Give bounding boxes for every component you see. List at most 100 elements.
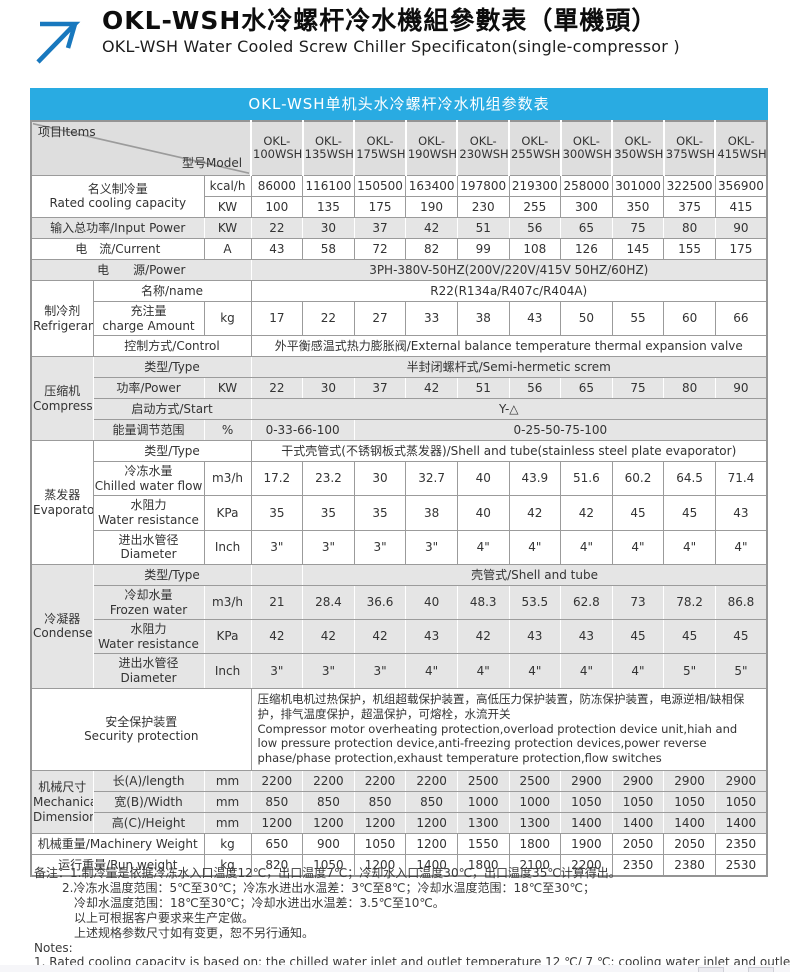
- value-cell: 2900: [714, 770, 768, 793]
- row-label: 宽(B)/Width: [92, 791, 205, 814]
- value-cell: 56: [508, 216, 562, 239]
- value-cell: 2200: [560, 854, 613, 877]
- value-cell: 1050: [611, 791, 665, 814]
- value-cell: 73: [611, 584, 665, 621]
- unit-cell: KPa: [203, 495, 252, 531]
- row-label: 冷冻水量 Chilled water flow: [92, 461, 205, 497]
- page-bottom-strip: [0, 965, 790, 972]
- value-cell: 22: [250, 216, 304, 239]
- value-cell: 145: [611, 237, 665, 260]
- value-cell: 0-25-50-75-100: [353, 419, 768, 442]
- model-column-header: OKL-100WSH: [250, 120, 304, 176]
- value-cell: 150500: [353, 174, 407, 197]
- value-cell: R22(R134a/R407c/R404A): [250, 279, 768, 302]
- row-label: 安全保护装置 Security protection: [30, 687, 252, 772]
- value-cell: 43: [405, 619, 458, 655]
- brand-arrow-logo-icon: [28, 10, 92, 68]
- value-cell: 1050: [353, 833, 407, 856]
- value-cell: 51: [456, 377, 510, 400]
- value-cell: 3PH-380V-50HZ(200V/220V/415V 50HZ/60HZ): [250, 258, 768, 281]
- value-cell: 1050: [560, 791, 613, 814]
- unit-cell: KW: [203, 377, 252, 400]
- value-cell: 2380: [663, 854, 716, 877]
- page-subtitle: OKL-WSH Water Cooled Screw Chiller Speci…: [102, 37, 680, 56]
- value-cell: 4": [611, 653, 665, 689]
- value-cell: 42: [405, 377, 458, 400]
- note-line: 以上可根据客户要求来生产定做。: [74, 910, 255, 925]
- value-cell: 3": [250, 529, 304, 565]
- value-cell: 1400: [560, 812, 613, 835]
- spec-row: 冷冻水量 Chilled water flow m3/h 17.2 23.2 30 32.…: [31, 461, 768, 497]
- value-cell: 28.4: [302, 584, 355, 621]
- value-cell: 42: [560, 495, 613, 531]
- value-cell: 干式壳管式(不锈钢板式蒸发器)/Shell and tube(stainless…: [250, 440, 768, 463]
- spec-row: 压缩机 Compressor类型/Type半封闭螺杆式/Semi-hermeti…: [30, 356, 768, 442]
- value-cell: 压缩机电机过热保护，机组超载保护装置，高低压力保护装置，防冻保护装置，电源逆相/…: [250, 687, 768, 772]
- value-cell: 壳管式/Shell and tube: [302, 563, 768, 586]
- page-title: OKL-WSH水冷螺杆冷水機組參數表（單機頭）: [102, 6, 658, 35]
- value-cell: 255: [508, 195, 562, 218]
- value-cell: 30: [302, 377, 355, 400]
- value-cell: 37: [353, 377, 407, 400]
- value-cell: 64.5: [663, 461, 716, 497]
- spec-row: 机械尺寸 Mechanical Dimensions长(A)/lengthmm2…: [30, 770, 768, 835]
- value-cell: 38: [456, 300, 510, 337]
- value-cell: 90: [714, 377, 768, 400]
- value-cell: 3": [302, 529, 355, 565]
- value-cell: 2350: [611, 854, 665, 877]
- value-cell: 2530: [714, 854, 768, 877]
- value-cell: 30: [353, 461, 407, 497]
- value-cell: 80: [663, 377, 716, 400]
- value-cell: 50: [560, 300, 613, 337]
- value-cell: 80: [663, 216, 716, 239]
- row-label: 机械重量/Machinery Weight: [30, 833, 205, 856]
- value-cell: [250, 563, 304, 586]
- value-cell: 75: [611, 216, 665, 239]
- value-cell: 48.3: [456, 584, 510, 621]
- value-cell: 2200: [353, 770, 407, 793]
- section-label: 冷凝器 Condenser: [30, 563, 94, 689]
- value-cell: 75: [611, 377, 665, 400]
- value-cell: 356900: [714, 174, 768, 197]
- value-cell: 45: [611, 619, 665, 655]
- value-cell: 116100: [302, 174, 355, 197]
- value-cell: 90: [714, 216, 768, 239]
- value-cell: 45: [663, 495, 716, 531]
- value-cell: 1800: [508, 833, 562, 856]
- value-cell: 1400: [663, 812, 716, 835]
- row-label: 冷却水量 Frozen water: [92, 584, 205, 621]
- value-cell: 1400: [405, 854, 458, 877]
- value-cell: 163400: [405, 174, 458, 197]
- page-header: OKL-WSH水冷螺杆冷水機組參數表（單機頭） OKL-WSH Water Co…: [28, 6, 680, 68]
- value-cell: 2050: [663, 833, 716, 856]
- spec-row: 电 流/Current A 43 58 72 82 99 108 126 145 155 175: [30, 237, 768, 260]
- value-cell: 43.9: [508, 461, 562, 497]
- value-cell: 175: [714, 237, 768, 260]
- row-label: 长(A)/length: [92, 770, 205, 793]
- value-cell: 1050: [663, 791, 716, 814]
- value-cell: 2900: [560, 770, 613, 793]
- value-cell: 108: [508, 237, 562, 260]
- value-cell: 82: [405, 237, 458, 260]
- cut-off-ui-artifact: [698, 967, 724, 972]
- value-cell: 1200: [405, 833, 458, 856]
- model-header-label: 型号Model: [182, 156, 243, 171]
- model-column-header: OKL-350WSH: [611, 120, 665, 176]
- items-model-diagonal-header: 项目Items 型号Model: [29, 120, 253, 176]
- row-label: 功率/Power: [92, 377, 205, 400]
- value-cell: 1050: [302, 854, 355, 877]
- title-block: OKL-WSH水冷螺杆冷水機組參數表（單機頭） OKL-WSH Water Co…: [102, 6, 680, 56]
- value-cell: 850: [353, 791, 407, 814]
- spec-row: 水阻力 Water resistance KPa 35 35 35 38 40 42 42 45 4…: [31, 495, 768, 531]
- unit-cell: mm: [203, 791, 252, 814]
- value-cell: 55: [611, 300, 665, 337]
- spec-row: 充注量 charge Amount kg 17 22 27 33 38 43 50 55 60 66: [31, 300, 768, 337]
- value-cell: 4": [508, 653, 562, 689]
- value-cell: 60.2: [611, 461, 665, 497]
- value-cell: 1050: [714, 791, 768, 814]
- value-cell: 36.6: [353, 584, 407, 621]
- value-cell: 258000: [560, 174, 613, 197]
- value-cell: 78.2: [663, 584, 716, 621]
- unit-cell: mm: [203, 812, 252, 835]
- value-cell: 56: [508, 377, 562, 400]
